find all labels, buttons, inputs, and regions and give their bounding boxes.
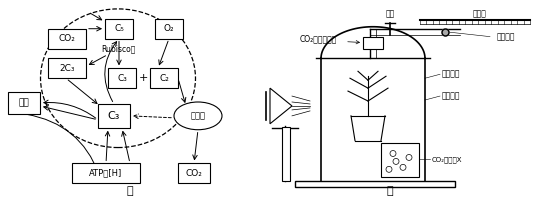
Text: 刻度尺: 刻度尺 bbox=[473, 9, 487, 18]
Bar bbox=[72, 163, 140, 183]
Text: CO₂缓冲液X: CO₂缓冲液X bbox=[432, 156, 463, 163]
Bar bbox=[48, 59, 86, 78]
Ellipse shape bbox=[174, 102, 222, 130]
Text: C₃: C₃ bbox=[117, 74, 127, 83]
Text: Rubisco酶: Rubisco酶 bbox=[101, 44, 135, 53]
Bar bbox=[8, 92, 40, 114]
Text: C₃: C₃ bbox=[108, 111, 120, 121]
Text: +: + bbox=[138, 73, 148, 83]
Text: CO₂浓度感应器: CO₂浓度感应器 bbox=[300, 34, 337, 43]
Text: 乙: 乙 bbox=[386, 186, 393, 196]
Text: 玻璃钟罩: 玻璃钟罩 bbox=[442, 70, 460, 79]
Bar bbox=[363, 37, 383, 48]
Bar bbox=[295, 181, 455, 187]
Text: 糖类: 糖类 bbox=[19, 98, 29, 108]
Text: C₂: C₂ bbox=[159, 74, 169, 83]
Bar bbox=[98, 104, 130, 128]
Bar bbox=[48, 29, 86, 48]
Bar bbox=[105, 19, 133, 39]
Text: CO₂: CO₂ bbox=[58, 34, 76, 43]
Text: C₅: C₅ bbox=[114, 24, 124, 33]
Text: ATP和[H]: ATP和[H] bbox=[90, 169, 123, 178]
Text: 线粒体: 线粒体 bbox=[190, 111, 205, 120]
Bar bbox=[150, 68, 178, 88]
Text: O₂: O₂ bbox=[163, 24, 174, 33]
Bar bbox=[178, 163, 210, 183]
Bar bbox=[108, 68, 136, 88]
Text: 番茄幼苗: 番茄幼苗 bbox=[442, 92, 460, 100]
Text: 红色液滴: 红色液滴 bbox=[497, 32, 516, 41]
Text: 开关: 开关 bbox=[385, 9, 394, 18]
Text: 甲: 甲 bbox=[126, 186, 133, 196]
Text: 2C₃: 2C₃ bbox=[59, 64, 75, 73]
Text: CO₂: CO₂ bbox=[185, 169, 203, 178]
Bar bbox=[282, 127, 290, 181]
Bar bbox=[155, 19, 183, 39]
Bar bbox=[381, 143, 419, 177]
